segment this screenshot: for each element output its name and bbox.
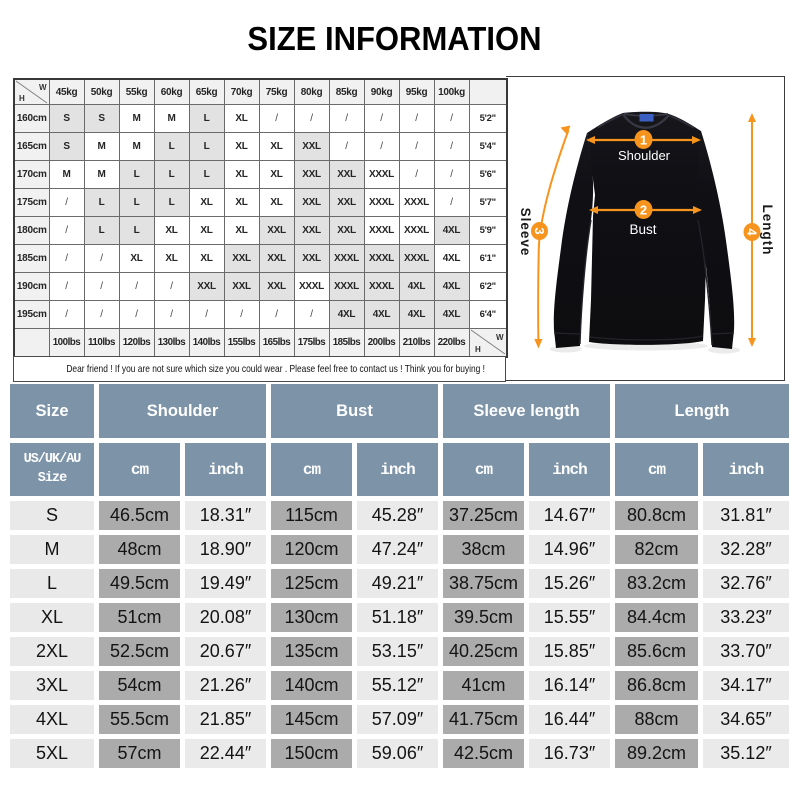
svg-text:W: W: [496, 333, 504, 342]
svg-text:H: H: [19, 94, 25, 103]
svg-text:W: W: [39, 83, 47, 92]
svg-text:H: H: [475, 345, 481, 354]
